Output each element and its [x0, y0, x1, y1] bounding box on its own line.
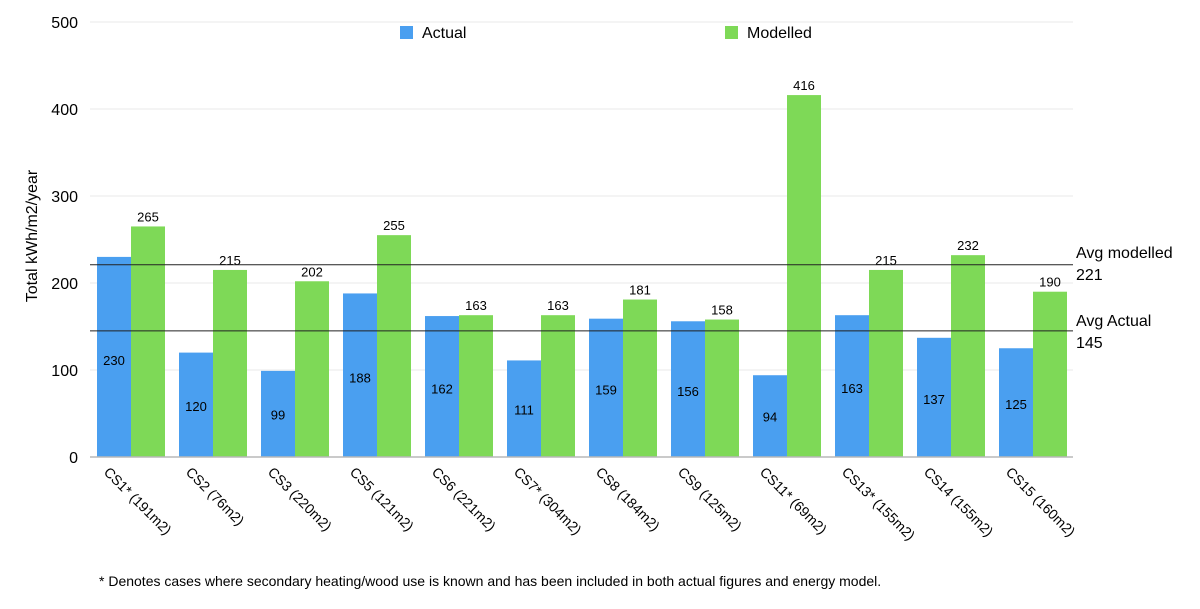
reference-lines: Avg modelled 221 Avg Actual 145 [90, 245, 1173, 352]
y-axis-label: Total kWh/m2/year [24, 169, 41, 302]
x-category-label: CS3 (220m2) [265, 464, 335, 534]
data-label-actual: 137 [923, 392, 945, 407]
y-tick-label: 500 [51, 15, 78, 32]
reference-line-label: Avg Actual [1076, 313, 1151, 330]
data-label-actual: 94 [763, 410, 777, 425]
x-category-label: CS9 (125m2) [675, 464, 745, 534]
legend-label: Modelled [747, 25, 812, 42]
legend: Actual Modelled [400, 25, 812, 42]
bar-modelled [705, 319, 739, 457]
legend-swatch-actual [400, 26, 413, 39]
data-label-actual: 120 [185, 399, 207, 414]
bar-modelled [295, 281, 329, 457]
bar-modelled [1033, 291, 1067, 457]
data-label-actual: 99 [271, 408, 285, 423]
bar-actual [835, 315, 869, 457]
x-axis: CS1* (191m2) CS2 (76m2) CS3 (220m2) CS5 (12… [90, 456, 1079, 544]
bars: 230 265 120 215 99 202 188 255 162 163 111 163 159 18… [97, 78, 1067, 457]
y-tick-label: 300 [51, 189, 78, 206]
data-label-modelled: 163 [547, 298, 569, 313]
x-category-label: CS14 (155m2) [921, 464, 997, 540]
bar-actual [425, 316, 459, 457]
data-label-modelled: 158 [711, 303, 733, 318]
x-category-label: CS15 (160m2) [1003, 464, 1079, 540]
data-label-actual: 125 [1005, 397, 1027, 412]
reference-line-label: Avg modelled [1076, 245, 1173, 262]
data-label-actual: 162 [431, 381, 453, 396]
bar-modelled [951, 255, 985, 457]
data-label-modelled: 215 [219, 253, 241, 268]
data-label-actual: 159 [595, 383, 617, 398]
y-axis: 0 100 200 300 400 500 [51, 15, 78, 467]
bar-actual [507, 360, 541, 457]
bar-actual [261, 370, 295, 457]
reference-line-value: 145 [1076, 335, 1103, 352]
bar-actual [589, 318, 623, 457]
x-category-label: CS11* (69m2) [757, 464, 830, 537]
bar-modelled [541, 315, 575, 457]
reference-line-value: 221 [1076, 267, 1103, 284]
data-label-modelled: 416 [793, 78, 815, 93]
bar-modelled [131, 226, 165, 457]
x-category-label: CS2 (76m2) [183, 464, 248, 529]
data-label-modelled: 232 [957, 238, 979, 253]
bar-modelled [377, 235, 411, 457]
data-label-modelled: 181 [629, 283, 651, 298]
data-label-modelled: 190 [1039, 275, 1061, 290]
y-tick-label: 200 [51, 276, 78, 293]
x-category-label: CS5 (121m2) [347, 464, 417, 534]
bar-actual [917, 337, 951, 457]
bar-actual [999, 348, 1033, 457]
x-category-label: CS7* (304m2) [511, 464, 585, 538]
x-category-label: CS1* (191m2) [101, 464, 175, 538]
data-label-modelled: 163 [465, 298, 487, 313]
gridlines [90, 21, 1073, 371]
x-category-label: CS6 (221m2) [429, 464, 499, 534]
data-label-actual: 111 [514, 403, 534, 418]
y-tick-label: 400 [51, 102, 78, 119]
bar-modelled [869, 269, 903, 457]
y-tick-label: 0 [69, 450, 78, 467]
bar-actual [179, 352, 213, 457]
x-category-label: CS13* (155m2) [839, 464, 919, 544]
bar-actual [753, 375, 787, 457]
data-label-modelled: 265 [137, 209, 159, 224]
bar-modelled [213, 269, 247, 457]
bar-modelled [787, 95, 821, 457]
data-label-actual: 156 [677, 384, 699, 399]
bar-modelled [459, 315, 493, 457]
data-label-actual: 230 [103, 353, 125, 368]
bar-actual [97, 256, 131, 457]
x-category-label: CS8 (184m2) [593, 464, 663, 534]
data-label-actual: 188 [349, 370, 371, 385]
bar-modelled [623, 299, 657, 457]
data-label-modelled: 255 [383, 218, 405, 233]
data-label-modelled: 202 [301, 264, 323, 279]
legend-swatch-modelled [725, 26, 738, 39]
data-label-modelled: 215 [875, 253, 897, 268]
data-label-actual: 163 [841, 381, 863, 396]
footnote: * Denotes cases where secondary heating/… [99, 573, 882, 589]
y-tick-label: 100 [51, 363, 78, 380]
bar-actual [671, 321, 705, 457]
legend-label: Actual [422, 25, 466, 42]
bar-actual [343, 293, 377, 457]
